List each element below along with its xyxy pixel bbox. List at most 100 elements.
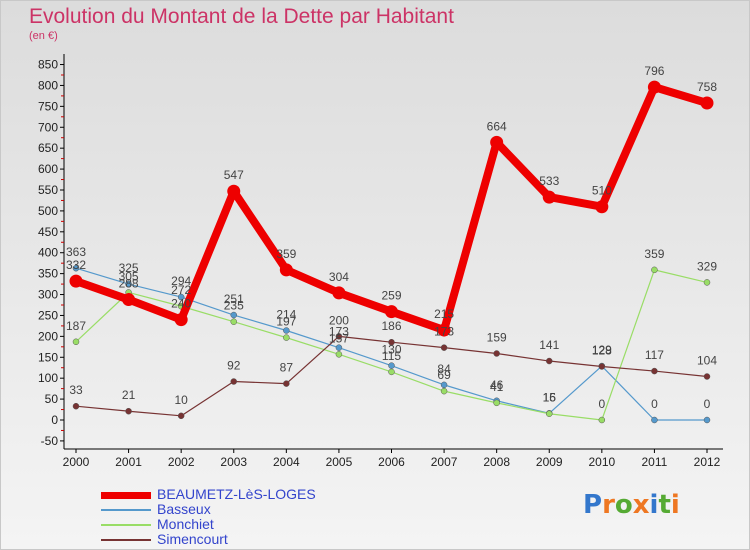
data-label: 87 [280,361,294,375]
y-tick-label: 600 [38,162,58,176]
data-label: 214 [276,308,296,322]
data-point [546,410,553,417]
y-tick-label: 800 [38,78,58,92]
x-tick-label: 2005 [326,455,353,469]
data-point [283,380,290,387]
data-point [703,416,711,424]
data-label: 117 [645,348,664,362]
data-label: 157 [329,331,349,345]
x-tick-label: 2012 [694,455,721,469]
y-tick-label: 250 [38,308,58,322]
data-label: 173 [434,325,454,339]
data-point [230,318,237,325]
legend: BEAUMETZ-LèS-LOGES Basseux Monchiet Simenco… [101,486,381,548]
y-tick-label: -50 [41,434,59,448]
y-tick-label: 300 [38,288,58,302]
data-point [598,363,606,370]
logo-letter: x [632,490,650,520]
legend-item: Monchiet [101,516,381,533]
series-labels-3: 33 21 10 92 87 200 186 173 159 141 128 117 104 [69,313,717,406]
data-label: 758 [697,80,717,94]
y-tick-label: 750 [38,99,58,113]
data-label: 159 [487,331,507,345]
x-tick-label: 2002 [168,455,195,469]
data-point [72,402,80,410]
data-label: 187 [66,319,86,333]
data-label: 21 [122,388,136,402]
y-tick-label: 450 [38,225,58,239]
legend-swatch [101,509,151,511]
data-label: 104 [697,354,717,368]
data-label: 92 [227,359,241,373]
series-layer: 363 325 294 251 214 173 130 84 46 16 129 0 0 187 305 27… [66,64,717,424]
data-point [440,387,448,395]
series-3 [72,333,711,420]
y-tick-label: 650 [38,141,58,155]
data-label: 272 [171,283,191,297]
data-label: 115 [382,349,401,363]
data-point [174,313,188,327]
data-label: 173 [329,325,349,339]
data-point [385,305,398,319]
data-label: 664 [487,119,507,133]
x-tick-label: 2006 [378,455,405,469]
x-tick-label: 2004 [273,455,300,469]
data-point [440,344,448,351]
data-point [177,412,185,420]
data-point [72,338,80,346]
data-point [177,293,185,301]
data-label: 200 [329,313,349,327]
data-point [279,263,293,277]
data-label: 359 [276,247,296,261]
y-tick-label: 50 [45,392,59,406]
data-point [437,323,451,337]
data-label: 359 [644,247,664,261]
legend-label: Simencourt [157,531,228,547]
legend-label: Basseux [157,501,211,517]
legend-item: Basseux [101,501,381,518]
legend-swatch [101,539,151,541]
data-point [703,373,711,380]
y-tick-label: 200 [38,329,58,343]
data-point [542,190,556,204]
y-tick-label: 400 [38,246,58,260]
data-point [703,279,711,286]
data-point [332,286,346,300]
logo-letter: t [658,490,671,520]
data-point [493,399,500,407]
data-label: 0 [598,397,605,411]
data-point [125,280,132,288]
data-label: 305 [119,269,139,283]
data-label: 15 [543,391,557,405]
data-point [651,266,658,274]
data-label: 510 [592,184,612,198]
data-point [72,264,80,272]
data-label: 259 [381,289,401,303]
data-point [440,381,448,389]
data-label: 329 [697,259,717,273]
data-label: 128 [592,343,612,357]
data-label: 197 [276,315,296,329]
legend-swatch [101,524,151,526]
data-label: 46 [490,378,504,392]
data-point [335,351,343,358]
x-tick-label: 2001 [115,455,142,469]
legend-item: Simencourt [101,531,381,548]
data-point [490,135,504,149]
data-label: 235 [224,299,244,313]
legend-item: BEAUMETZ-LèS-LOGES [101,486,381,503]
data-label: 16 [543,390,557,404]
y-tick-label: 850 [38,58,58,72]
data-point [122,293,136,307]
data-point [388,338,395,346]
proxiti-logo: Proxiti [583,490,680,520]
data-point [388,368,395,376]
data-label: 240 [171,297,191,311]
data-label: 10 [174,393,188,407]
data-point [651,416,658,424]
chart-title: Evolution du Montant de la Dette par Hab… [29,5,454,28]
logo-letter: i [649,490,659,520]
data-point [651,367,658,375]
data-label: 304 [329,270,349,284]
